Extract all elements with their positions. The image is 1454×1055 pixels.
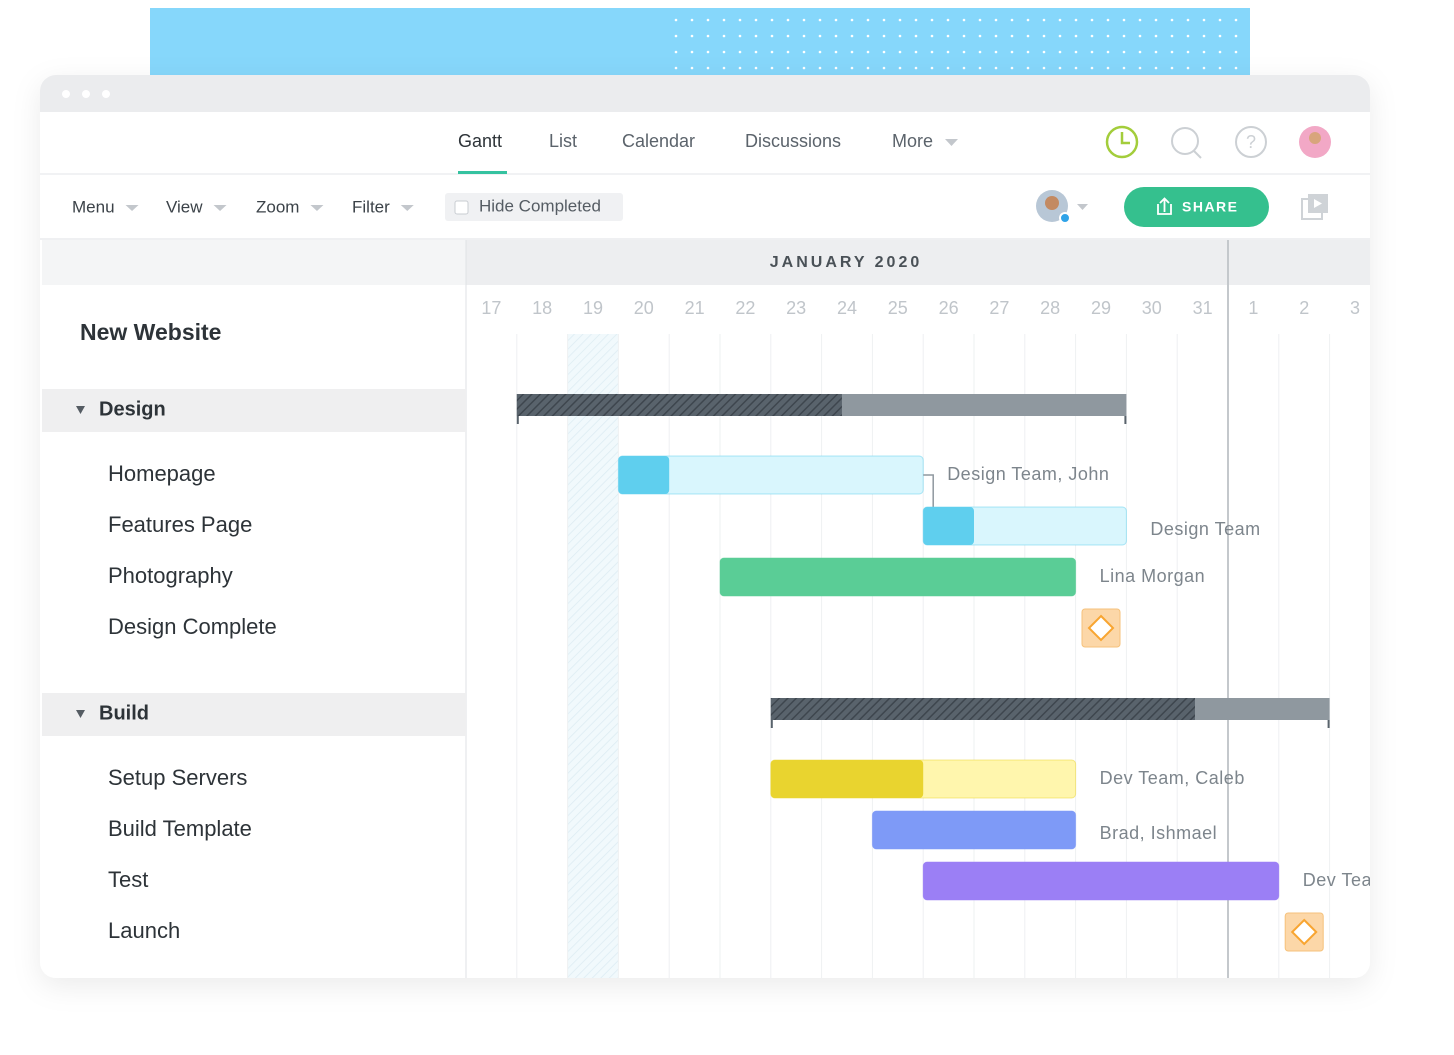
assignee: Design Team [1150,519,1260,539]
hide-completed[interactable] [445,193,623,221]
titlebar [40,75,1370,112]
dot [102,90,110,98]
caret [125,205,139,211]
gantt-area: 17 18 19 20 21 22 23 24 25 26 27 28 29 30 31 1 2 3Design … [481,240,1388,978]
task-progress [720,558,1076,596]
group-name: Build [99,702,149,724]
summary-progress [770,698,1195,720]
day-label: 1 [1248,298,1258,318]
caret [310,205,324,211]
group-row[interactable] [42,693,466,736]
summary-bracket [516,416,1127,424]
day-label: 28 [1040,298,1060,318]
day-label: 26 [939,298,959,318]
avatar-face [1309,132,1321,144]
milestone-diamond [1087,614,1115,642]
task-progress [923,507,974,545]
month-label: JANUARY 2020 [770,254,923,271]
day-label: 3 [1350,298,1360,318]
assignee: Design Team, John [947,464,1109,484]
task-name[interactable]: Launch [108,918,180,943]
day-label: 20 [634,298,654,318]
day-label: 2 [1299,298,1309,318]
summary-bracket [770,720,1330,728]
task-progress [770,760,924,798]
assignee: Brad, Ishmael [1100,823,1218,843]
day-label: 18 [532,298,552,318]
window [40,75,1370,978]
day-label: 31 [1193,298,1213,318]
summary-progress [516,394,842,416]
checkbox[interactable] [454,200,469,215]
day-label: 30 [1142,298,1162,318]
day-label: 24 [837,298,857,318]
day-label: 23 [786,298,806,318]
collapse-caret [76,710,85,718]
group-name: Design [99,398,166,420]
task-name[interactable]: Build Template [108,816,252,841]
left-header [42,240,466,285]
assignee: Lina Morgan [1100,566,1206,586]
help-icon[interactable] [1235,126,1267,158]
time-icon[interactable] [1105,125,1139,159]
weekend [567,334,619,978]
tab-underline [458,171,507,174]
assignee: Dev Team [1303,870,1388,890]
day-label: 27 [989,298,1009,318]
task-name[interactable]: Photography [108,563,233,588]
nav-tab[interactable]: Gantt [458,131,502,151]
task-progress [872,811,1076,849]
help-glyph: ? [1246,132,1256,152]
clock-hands [1120,132,1130,145]
day-label: 21 [685,298,705,318]
day-label: 17 [481,298,501,318]
play [1314,199,1322,208]
hide-completed-label: Hide Completed [479,196,601,215]
day-label: 19 [583,298,603,318]
assignee: Dev Team, Caleb [1100,768,1245,788]
avatar-face [1045,196,1059,210]
group-row[interactable] [42,389,466,432]
dot [82,90,90,98]
month-header [466,240,1370,285]
day-label: 22 [735,298,755,318]
caret [213,205,227,211]
nav-tab[interactable]: Calendar [622,131,695,151]
day-label: 29 [1091,298,1111,318]
project-title: New Website [80,319,221,345]
search-handle [1193,150,1202,159]
share-icon [1157,197,1172,215]
task-name[interactable]: Features Page [108,512,252,537]
nav-tab[interactable]: More [892,131,933,151]
task-name[interactable]: Setup Servers [108,765,247,790]
collapse-caret [76,406,85,414]
banner-dots [670,14,1250,76]
task-name[interactable]: Homepage [108,461,216,486]
toolbar-menu[interactable]: View [166,197,203,216]
task-progress [923,862,1279,900]
dependency [923,474,934,507]
share-button[interactable] [1124,187,1269,227]
toolbar-menu[interactable]: Zoom [256,197,299,216]
search-icon[interactable] [1171,127,1199,155]
share-label: SHARE [1182,199,1239,215]
day-label: 25 [888,298,908,318]
status-dot [1059,212,1071,224]
toolbar-menu[interactable]: Menu [72,197,115,216]
task-name[interactable]: Test [108,867,148,892]
toolbar-menu[interactable]: Filter [352,197,390,216]
caret [1077,204,1088,210]
nav-tab[interactable]: Discussions [745,131,841,151]
task-progress [618,456,670,494]
dot [62,90,70,98]
milestone-diamond [1290,918,1318,946]
caret [400,205,414,211]
task-name[interactable]: Design Complete [108,614,277,639]
nav-tab[interactable]: List [549,131,577,151]
caret [945,139,958,146]
